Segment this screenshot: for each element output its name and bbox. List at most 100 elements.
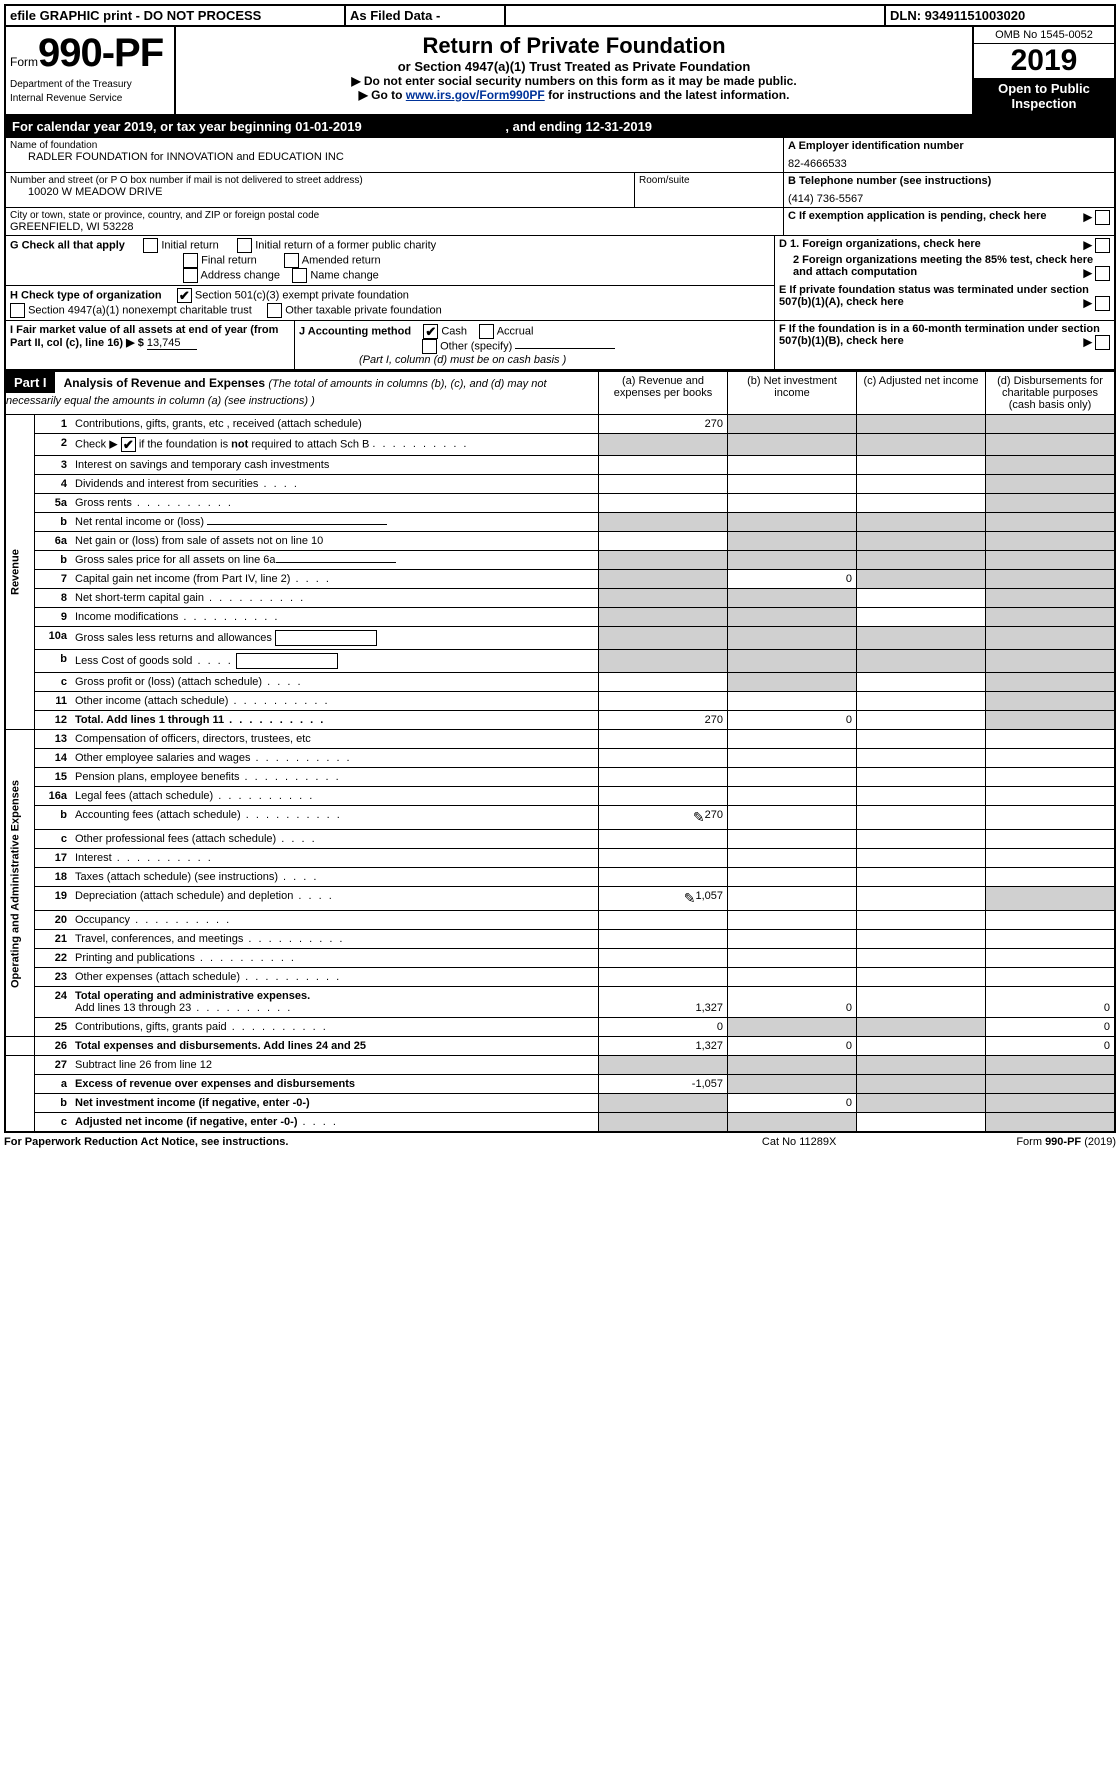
checkbox-d1[interactable] bbox=[1095, 238, 1110, 253]
line20-c bbox=[857, 911, 986, 930]
line11-a bbox=[599, 692, 728, 711]
opt-other-method: Other (specify) bbox=[440, 340, 512, 352]
line8-text: Net short-term capital gain bbox=[75, 592, 204, 604]
line6b-blank bbox=[276, 562, 396, 563]
line16b-a-val: 270 bbox=[705, 809, 723, 821]
city-value: GREENFIELD, WI 53228 bbox=[10, 221, 779, 233]
calendar-year-row: For calendar year 2019, or tax year begi… bbox=[4, 116, 1116, 137]
year-cell: OMB No 1545-0052 2019 Open to Public Ins… bbox=[973, 27, 1115, 115]
line5b-c bbox=[857, 513, 986, 532]
line8-desc: Net short-term capital gain bbox=[71, 589, 599, 608]
checkbox-initial[interactable] bbox=[143, 238, 158, 253]
opt-address: Address change bbox=[201, 269, 281, 281]
checkbox-other-method[interactable] bbox=[422, 339, 437, 354]
line8-b bbox=[728, 589, 857, 608]
line13-desc: Compensation of officers, directors, tru… bbox=[71, 730, 599, 749]
line15-text: Pension plans, employee benefits bbox=[75, 771, 240, 783]
line7-text: Capital gain net income (from Part IV, l… bbox=[75, 573, 290, 585]
attachment-icon[interactable]: ✎ bbox=[693, 809, 705, 825]
checkbox-accrual[interactable] bbox=[479, 324, 494, 339]
line6b-d bbox=[986, 551, 1116, 570]
identification-block: Name of foundation RADLER FOUNDATION for… bbox=[4, 137, 1116, 236]
opt-amended: Amended return bbox=[302, 254, 381, 266]
cal-begin: 01-01-2019 bbox=[295, 119, 362, 134]
line13-b bbox=[728, 730, 857, 749]
checkbox-d2[interactable] bbox=[1095, 266, 1110, 281]
line5b-text: Net rental income or (loss) bbox=[75, 516, 204, 528]
line18-text: Taxes (attach schedule) (see instruction… bbox=[75, 871, 278, 883]
ein-cell: A Employer identification number 82-4666… bbox=[784, 138, 1116, 173]
footer: For Paperwork Reduction Act Notice, see … bbox=[4, 1136, 1116, 1148]
ein-value: 82-4666533 bbox=[788, 158, 1110, 170]
line10c-b bbox=[728, 673, 857, 692]
line12-desc: Total. Add lines 1 through 11 bbox=[71, 711, 599, 730]
opt-initial-former: Initial return of a former public charit… bbox=[255, 239, 436, 251]
j-cell: J Accounting method ✔ Cash Accrual Other… bbox=[295, 321, 775, 369]
line14-text: Other employee salaries and wages bbox=[75, 752, 250, 764]
line27a-b bbox=[728, 1075, 857, 1094]
not-word: not bbox=[231, 438, 248, 450]
line7-desc: Capital gain net income (from Part IV, l… bbox=[71, 570, 599, 589]
i-label: I Fair market value of all assets at end… bbox=[10, 324, 278, 349]
line22-a bbox=[599, 949, 728, 968]
checkbox-address[interactable] bbox=[183, 268, 198, 283]
lineno-11: 11 bbox=[35, 692, 72, 711]
checkbox-4947[interactable] bbox=[10, 303, 25, 318]
attachment-icon-2[interactable]: ✎ bbox=[684, 890, 696, 906]
line27b-d bbox=[986, 1094, 1116, 1113]
line18-desc: Taxes (attach schedule) (see instruction… bbox=[71, 868, 599, 887]
line16c-text: Other professional fees (attach schedule… bbox=[75, 833, 276, 845]
checkbox-sch-b[interactable]: ✔ bbox=[121, 437, 136, 452]
line9-c bbox=[857, 608, 986, 627]
line25-b bbox=[728, 1018, 857, 1037]
form-title: Return of Private Foundation bbox=[180, 33, 968, 59]
line16a-text: Legal fees (attach schedule) bbox=[75, 790, 213, 802]
line26-b: 0 bbox=[728, 1037, 857, 1056]
note-url: ▶ Go to www.irs.gov/Form990PF for instru… bbox=[180, 88, 968, 102]
line20-a bbox=[599, 911, 728, 930]
lineno-14: 14 bbox=[35, 749, 72, 768]
line5a-text: Gross rents bbox=[75, 497, 132, 509]
note-url-pre: ▶ Go to bbox=[359, 88, 406, 102]
line24-d: 0 bbox=[986, 987, 1116, 1018]
checkbox-c[interactable] bbox=[1095, 210, 1110, 225]
line15-b bbox=[728, 768, 857, 787]
col-a-header: (a) Revenue and expenses per books bbox=[599, 371, 728, 415]
checkbox-501c3[interactable]: ✔ bbox=[177, 288, 192, 303]
line16b-d bbox=[986, 806, 1116, 830]
checkbox-f[interactable] bbox=[1095, 335, 1110, 350]
addr-label: Number and street (or P O box number if … bbox=[10, 175, 630, 186]
footer-right-pre: Form bbox=[1016, 1136, 1045, 1148]
line19-a-val: 1,057 bbox=[695, 890, 723, 902]
street-address: 10020 W MEADOW DRIVE bbox=[10, 186, 630, 198]
line4-a bbox=[599, 475, 728, 494]
checkbox-e[interactable] bbox=[1095, 296, 1110, 311]
dln-label: DLN: bbox=[890, 8, 921, 23]
lineno-9: 9 bbox=[35, 608, 72, 627]
line11-text: Other income (attach schedule) bbox=[75, 695, 228, 707]
checkbox-initial-former[interactable] bbox=[237, 238, 252, 253]
lineno-13: 13 bbox=[35, 730, 72, 749]
irs-link[interactable]: www.irs.gov/Form990PF bbox=[406, 88, 545, 102]
addr-cell: Number and street (or P O box number if … bbox=[5, 173, 635, 208]
checkbox-final[interactable] bbox=[183, 253, 198, 268]
line16a-desc: Legal fees (attach schedule) bbox=[71, 787, 599, 806]
checkbox-other-tax[interactable] bbox=[267, 303, 282, 318]
line21-a bbox=[599, 930, 728, 949]
line23-desc: Other expenses (attach schedule) bbox=[71, 968, 599, 987]
line17-c bbox=[857, 849, 986, 868]
checkbox-amended[interactable] bbox=[284, 253, 299, 268]
room-label: Room/suite bbox=[639, 175, 779, 186]
lineno-20: 20 bbox=[35, 911, 72, 930]
line5b-desc: Net rental income or (loss) bbox=[71, 513, 599, 532]
line27b-desc: Net investment income (if negative, ente… bbox=[71, 1094, 599, 1113]
blank-sect bbox=[5, 1037, 35, 1056]
line12-c bbox=[857, 711, 986, 730]
line25-desc: Contributions, gifts, grants paid bbox=[71, 1018, 599, 1037]
checkbox-name[interactable] bbox=[292, 268, 307, 283]
line23-b bbox=[728, 968, 857, 987]
line1-col-a: 270 bbox=[599, 415, 728, 434]
checkbox-cash[interactable]: ✔ bbox=[423, 324, 438, 339]
line4-text: Dividends and interest from securities bbox=[75, 478, 258, 490]
line27-d bbox=[986, 1056, 1116, 1075]
